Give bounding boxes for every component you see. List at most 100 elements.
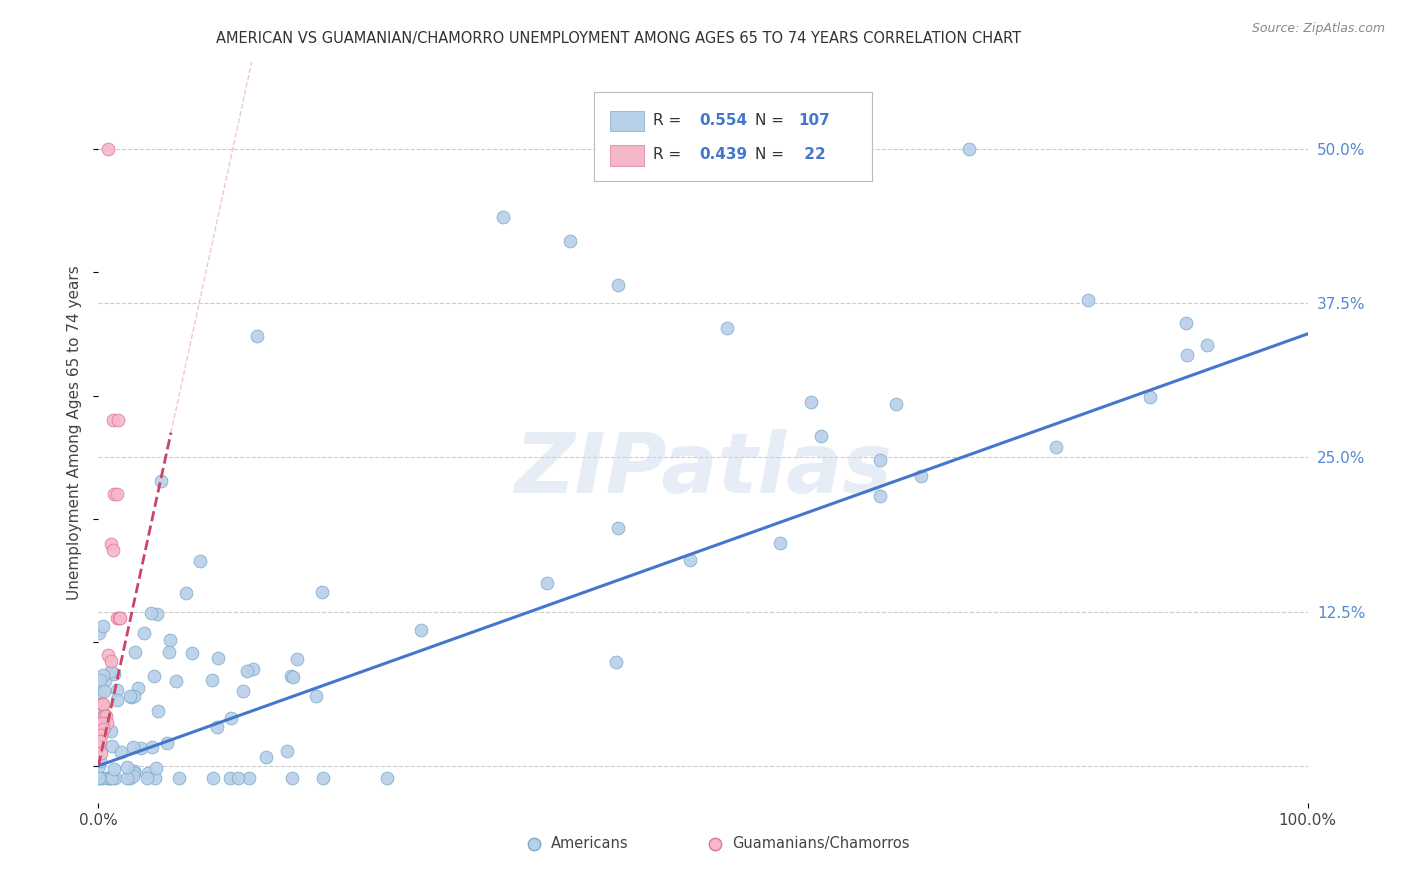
Point xyxy=(101,739,124,753)
Point xyxy=(107,683,129,698)
Point xyxy=(110,746,132,760)
Y-axis label: Unemployment Among Ages 65 to 74 years: Unemployment Among Ages 65 to 74 years xyxy=(67,265,83,600)
Point xyxy=(810,428,832,442)
Point xyxy=(311,585,333,599)
Point xyxy=(181,647,204,661)
Text: 22: 22 xyxy=(799,147,825,161)
Text: 0.439: 0.439 xyxy=(699,147,748,161)
Point xyxy=(232,684,254,698)
Point xyxy=(91,697,114,711)
Text: 0.554: 0.554 xyxy=(699,112,748,128)
Point xyxy=(134,626,156,640)
Point xyxy=(492,210,515,224)
Text: N =: N = xyxy=(755,147,789,161)
Point xyxy=(93,684,115,698)
Point xyxy=(100,536,122,550)
Point xyxy=(103,487,125,501)
Point xyxy=(1197,337,1219,351)
Point xyxy=(100,724,122,739)
Point xyxy=(100,664,122,678)
Point xyxy=(145,761,167,775)
Point xyxy=(87,771,110,785)
Point xyxy=(103,762,125,776)
Point xyxy=(167,771,190,785)
Point xyxy=(281,771,304,785)
Point xyxy=(1139,390,1161,404)
Point xyxy=(142,669,165,683)
Point xyxy=(769,536,792,550)
Point xyxy=(93,619,115,633)
Point xyxy=(139,606,162,620)
Point xyxy=(200,673,222,687)
Point xyxy=(103,667,125,681)
Point xyxy=(91,715,114,730)
Point xyxy=(127,681,149,696)
Point xyxy=(89,734,111,748)
Point xyxy=(238,771,260,785)
Point xyxy=(716,320,738,334)
Point xyxy=(188,554,211,568)
FancyBboxPatch shape xyxy=(595,92,872,181)
Point xyxy=(89,739,111,753)
Point xyxy=(94,709,117,723)
Point xyxy=(101,771,124,785)
Point xyxy=(90,771,112,785)
Bar xyxy=(610,111,644,131)
Point xyxy=(305,689,328,703)
Point xyxy=(704,827,727,841)
Point xyxy=(280,669,302,683)
Point xyxy=(101,413,124,427)
Point xyxy=(97,771,120,785)
Point xyxy=(115,771,138,785)
Point xyxy=(93,709,115,723)
Point xyxy=(235,664,257,678)
Point xyxy=(98,771,121,785)
Point xyxy=(141,740,163,755)
Point xyxy=(276,744,298,758)
Point xyxy=(143,771,166,785)
Point xyxy=(281,670,304,684)
Point xyxy=(207,651,229,665)
Point xyxy=(201,771,224,785)
Point xyxy=(97,142,120,156)
Point xyxy=(136,766,159,780)
Point xyxy=(87,771,110,785)
Text: Americans: Americans xyxy=(551,836,628,851)
Point xyxy=(869,489,891,503)
Point xyxy=(242,662,264,676)
Point xyxy=(156,736,179,750)
Point xyxy=(101,542,124,557)
Point xyxy=(254,749,277,764)
Point xyxy=(120,771,142,785)
Text: R =: R = xyxy=(654,147,686,161)
Text: Source: ZipAtlas.com: Source: ZipAtlas.com xyxy=(1251,22,1385,36)
Point xyxy=(105,610,128,624)
Point xyxy=(869,453,891,467)
Point xyxy=(957,142,980,156)
Point xyxy=(536,576,558,591)
Point xyxy=(120,690,142,704)
Point xyxy=(679,553,702,567)
Point xyxy=(115,760,138,774)
Point xyxy=(219,710,242,724)
Point xyxy=(89,673,111,687)
Point xyxy=(146,607,169,621)
Point xyxy=(886,397,908,411)
Point xyxy=(93,707,115,722)
Point xyxy=(523,827,546,841)
Point xyxy=(108,610,131,624)
Bar xyxy=(610,145,644,166)
Point xyxy=(409,624,432,638)
Point xyxy=(246,328,269,343)
Text: AMERICAN VS GUAMANIAN/CHAMORRO UNEMPLOYMENT AMONG AGES 65 TO 74 YEARS CORRELATIO: AMERICAN VS GUAMANIAN/CHAMORRO UNEMPLOYM… xyxy=(217,31,1021,46)
Point xyxy=(129,741,152,756)
Point xyxy=(100,654,122,668)
Point xyxy=(121,769,143,783)
Point xyxy=(87,759,110,773)
Point xyxy=(607,521,630,535)
Point xyxy=(90,771,112,785)
Point xyxy=(1045,440,1067,454)
Point xyxy=(107,413,129,427)
Point xyxy=(207,720,229,734)
Text: 107: 107 xyxy=(799,112,831,128)
